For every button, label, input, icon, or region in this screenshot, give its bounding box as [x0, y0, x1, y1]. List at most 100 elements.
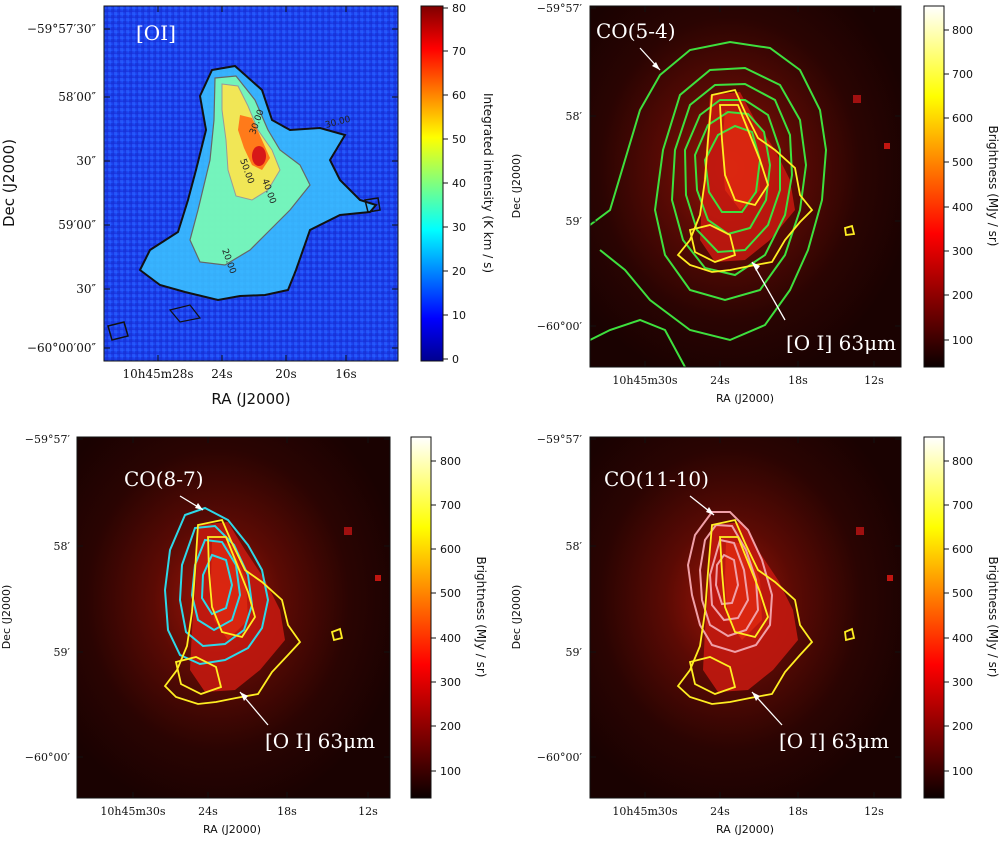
co87-contour-1	[163, 506, 270, 666]
panel-co1110-cb-tick-1: 100	[952, 765, 973, 778]
panel-co87-frame	[76, 436, 391, 799]
co87-oi-contour-3	[174, 656, 223, 695]
panel-co87-cb-tick-5: 500	[440, 587, 461, 600]
panel-co1110-cb-tick-6: 600	[952, 543, 973, 556]
co54-contour-4	[683, 99, 781, 254]
panel-co1110-ylabel: Dec (J2000)	[510, 585, 523, 650]
panel-co54: CO(5-4) [O I] 63μm −59°57′ 58′ 59′ −60°0…	[510, 2, 1000, 405]
co54-oi-contour-3	[688, 224, 737, 263]
panel-oi-cb-tick-7: 60	[452, 89, 466, 102]
panel-co87-ytick-1: −59°57′	[25, 433, 71, 446]
co87-oi-contour-1	[163, 518, 302, 705]
panel-co1110-xtick-1: 10h45m30s	[612, 805, 678, 818]
panel-co87-ylabel: Dec (J2000)	[0, 585, 13, 650]
panel-co1110-emission	[676, 495, 893, 726]
panel-oi-ytick-2: 58′00″	[58, 90, 96, 104]
oi-contour-blob-1	[364, 197, 381, 213]
panel-oi-cb-tick-9: 80	[452, 2, 466, 15]
co87-star-2	[375, 575, 381, 581]
panel-co54-xtick-2: 24s	[710, 374, 730, 387]
panel-oi-cb-tick-5: 40	[452, 177, 466, 190]
panel-co87-xlabel: RA (J2000)	[203, 823, 261, 836]
panel-co1110-cb-tick-3: 300	[952, 676, 973, 689]
panel-co87-xtick-4: 12s	[358, 805, 378, 818]
co54-arrow-oi	[751, 261, 786, 321]
panel-co87-cb-tick-1: 100	[440, 765, 461, 778]
panel-co87-xtick-3: 18s	[277, 805, 297, 818]
panel-co87-oi-label: [O I] 63μm	[265, 729, 375, 753]
co54-arrow-line-head	[652, 62, 660, 70]
oi-contour-mid	[189, 75, 311, 266]
panel-co87-xticks	[132, 437, 369, 798]
panel-co1110-cb-tick-2: 200	[952, 720, 973, 733]
panel-oi-xtick-3: 20s	[275, 367, 296, 381]
panel-co1110-line-label: CO(11-10)	[604, 467, 709, 491]
panel-co54-ytick-3: 59′	[566, 215, 583, 228]
panel-co54-xtick-3: 18s	[788, 374, 808, 387]
co87-hot-core	[211, 540, 248, 640]
panel-co1110-frame	[589, 436, 902, 799]
oi-contour-outer	[138, 64, 378, 302]
panel-co54-frame	[589, 5, 902, 368]
panel-co87-cb-tick-8: 800	[440, 455, 461, 468]
co54-oi-contour-2	[719, 104, 769, 207]
co1110-oi-contour-3	[688, 656, 737, 695]
panel-co1110-xticks	[644, 437, 875, 798]
panel-co54-cb-tick-5: 500	[952, 156, 973, 169]
panel-co87-ytick-2: 58′	[54, 540, 71, 553]
co1110-star-1	[856, 527, 864, 535]
panel-oi-emission: 30.00 50.00 40.00 30.00 20.00	[107, 64, 381, 341]
panel-co1110-colorbar	[923, 436, 945, 799]
panel-co1110-oi-label: [O I] 63μm	[779, 729, 889, 753]
co54-contour-6	[703, 124, 762, 213]
panel-oi-ytick-6: −60°00′00″	[27, 341, 97, 355]
panel-co54-cb-tick-3: 300	[952, 245, 973, 258]
panel-co54-colorbar	[923, 5, 945, 368]
panel-oi-ylabel: Dec (J2000)	[0, 139, 18, 227]
panel-co87-xtick-2: 24s	[198, 805, 218, 818]
co87-arrow-line-head	[195, 503, 203, 510]
panel-oi-cb-tick-4: 30	[452, 221, 466, 234]
panel-co1110-ytick-3: 59′	[566, 646, 583, 659]
co54-contour-1	[590, 40, 828, 367]
panel-oi-ytick-3: 30″	[76, 154, 96, 168]
panel-oi-xticks	[157, 6, 347, 361]
panel-co1110-cb-tick-7: 700	[952, 499, 973, 512]
co1110-oi-contour-1	[676, 518, 814, 705]
panel-oi-cb-tick-3: 20	[452, 265, 466, 278]
panel-oi-ytick-5: 30″	[76, 282, 96, 296]
panel-co54-cb-tick-6: 600	[952, 112, 973, 125]
panel-oi-colorbar	[420, 5, 444, 362]
panel-co1110-ytick-1: −59°57′	[537, 433, 583, 446]
panel-co1110-ytick-2: 58′	[566, 540, 583, 553]
co54-oi-contour-1	[676, 88, 814, 273]
panel-co1110-xlabel: RA (J2000)	[716, 823, 774, 836]
panel-co54-ylabel: Dec (J2000)	[510, 154, 523, 219]
panel-oi-cb-label: Integrated intensity (K km / s)	[481, 93, 495, 273]
co1110-oi-contour-2	[719, 536, 769, 639]
panel-oi-yticks	[104, 28, 398, 349]
panel-co54-cb-label: Brightness (MJy / sr)	[986, 126, 1000, 247]
panel-co54-line-label: CO(5-4)	[596, 19, 676, 43]
panel-oi-colorbar-ticks	[443, 7, 448, 360]
panel-oi-frame	[103, 5, 399, 362]
panel-co1110-xtick-3: 18s	[788, 805, 808, 818]
panel-oi-cb-tick-2: 10	[452, 309, 466, 322]
oi-contour-inner	[221, 83, 281, 201]
panel-co54-cb-tick-1: 100	[952, 334, 973, 347]
panel-co1110-xtick-2: 24s	[710, 805, 730, 818]
panel-co1110: CO(11-10) [O I] 63μm −59°57′ 58′ 59′ −60…	[510, 433, 1000, 836]
panel-co1110-ytick-4: −60°00′	[537, 751, 583, 764]
panel-co1110-cb-label: Brightness (MJy / sr)	[986, 557, 1000, 678]
panel-oi: 30.00 50.00 40.00 30.00 20.00 [OI] −59°5…	[0, 2, 495, 408]
co87-contour-4	[200, 553, 234, 616]
panel-co87: CO(8-7) [O I] 63μm −59°57′ 58′ 59′ −60°0…	[0, 433, 488, 836]
panel-co1110-cb-tick-8: 800	[952, 455, 973, 468]
co1110-oi-contour-4	[844, 627, 856, 642]
panel-co87-emission	[163, 495, 381, 726]
panel-co54-yticks	[590, 7, 901, 327]
co54-arrow-oi-head	[752, 262, 760, 271]
oi-contour-blob-3	[168, 304, 202, 323]
panel-co1110-xtick-4: 12s	[864, 805, 884, 818]
panel-co54-xticks	[644, 6, 875, 367]
